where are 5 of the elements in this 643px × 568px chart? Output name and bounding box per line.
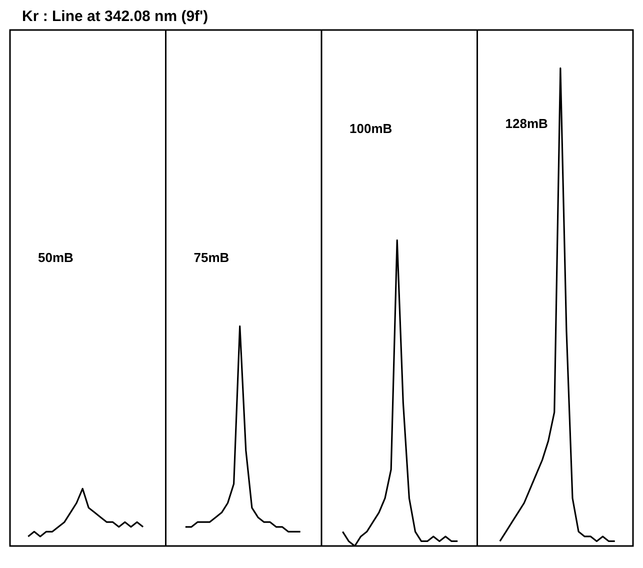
annotation: 75mB	[194, 250, 230, 266]
annotation: 100mB	[350, 121, 392, 136]
chart-title: Kr : Line at 342.08 nm (9f')	[21, 8, 210, 27]
annotation: 50mB	[38, 250, 74, 266]
annotation: 128mB	[505, 116, 548, 132]
